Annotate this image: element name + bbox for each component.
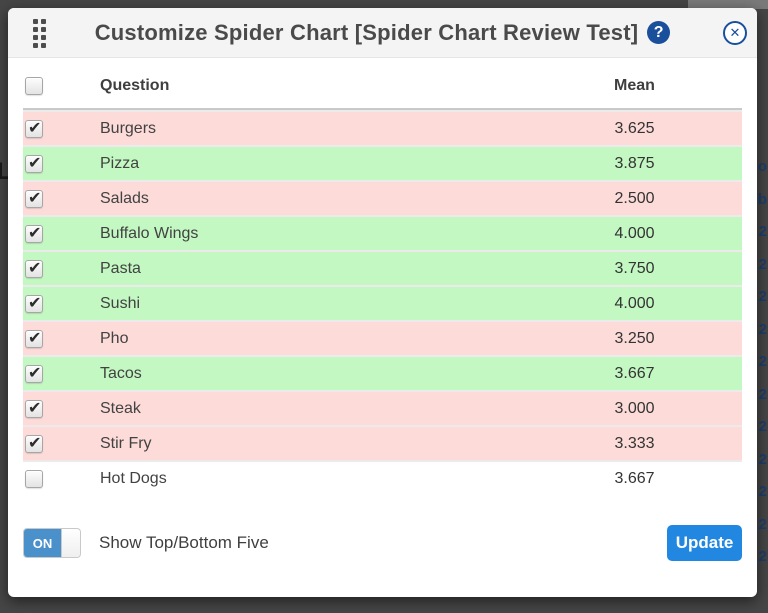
mean-value: 3.667 xyxy=(614,469,655,487)
background-page-fragment: 2 xyxy=(758,548,767,565)
mean-value: 3.875 xyxy=(614,154,655,172)
background-page-fragment: 2 xyxy=(758,353,767,370)
background-page-fragment: 2 xyxy=(758,255,767,273)
row-checkbox[interactable] xyxy=(25,398,43,418)
question-label: Tacos xyxy=(100,364,142,382)
table-header-row: Question Mean xyxy=(23,58,742,110)
question-label: Stir Fry xyxy=(100,434,152,452)
row-checkbox[interactable] xyxy=(25,469,43,488)
mean-value: 3.750 xyxy=(614,259,655,277)
background-page-fragment: 2 xyxy=(758,223,767,240)
row-checkbox[interactable] xyxy=(25,153,43,173)
table-row: Stir Fry 3.333 xyxy=(23,425,742,460)
modal-title: Customize Spider Chart [Spider Chart Rev… xyxy=(95,20,671,46)
question-label: Steak xyxy=(100,399,141,417)
row-checkbox[interactable] xyxy=(25,293,43,313)
question-table: Question Mean Burgers 3.625 Pizza 3.875 … xyxy=(8,58,757,495)
question-label: Pasta xyxy=(100,259,141,277)
background-page-fragment: 2 xyxy=(758,450,767,468)
table-row: Sushi 4.000 xyxy=(23,285,742,320)
row-checkbox[interactable] xyxy=(25,258,43,278)
background-page-fragment: 2 xyxy=(758,385,767,403)
toggle-label: Show Top/Bottom Five xyxy=(99,533,269,552)
show-top-bottom-five-toggle[interactable]: ON xyxy=(23,528,81,558)
modal-header: Customize Spider Chart [Spider Chart Rev… xyxy=(8,8,757,58)
mean-value: 4.000 xyxy=(614,224,655,242)
row-checkbox[interactable] xyxy=(25,363,43,383)
modal-title-text: Customize Spider Chart [Spider Chart Rev… xyxy=(94,19,639,45)
customize-spider-chart-modal: Customize Spider Chart [Spider Chart Rev… xyxy=(8,8,757,597)
toggle-knob xyxy=(61,529,80,557)
question-label: Buffalo Wings xyxy=(100,224,199,242)
background-page-fragment: o xyxy=(757,158,767,175)
row-checkbox[interactable] xyxy=(25,118,43,138)
update-button[interactable]: Update xyxy=(667,525,742,561)
mean-value: 2.500 xyxy=(614,189,655,207)
row-checkbox[interactable] xyxy=(25,223,43,243)
question-label: Pizza xyxy=(100,154,140,172)
table-row: Steak 3.000 xyxy=(23,390,742,425)
toggle-on-state: ON xyxy=(24,529,61,557)
column-header-mean: Mean xyxy=(614,77,655,94)
mean-value: 4.000 xyxy=(614,294,655,312)
background-page-fragment: 2 xyxy=(758,483,767,500)
mean-value: 3.000 xyxy=(614,399,655,417)
row-checkbox[interactable] xyxy=(25,433,43,453)
modal-footer: ON Show Top/Bottom Five Update xyxy=(8,495,757,597)
table-row: Pasta 3.750 xyxy=(23,250,742,285)
table-row: Salads 2.500 xyxy=(23,180,742,215)
mean-value: 3.333 xyxy=(614,434,655,452)
background-page-fragment: 2 xyxy=(758,320,767,338)
column-header-question: Question xyxy=(100,77,170,94)
select-all-checkbox[interactable] xyxy=(25,77,43,95)
help-icon[interactable]: ? xyxy=(647,21,671,44)
mean-value: 3.250 xyxy=(614,329,655,347)
mean-value: 3.667 xyxy=(614,364,655,382)
drag-handle-icon[interactable] xyxy=(33,19,46,48)
table-row: Tacos 3.667 xyxy=(23,355,742,390)
question-label: Pho xyxy=(100,329,129,347)
table-row: Pho 3.250 xyxy=(23,320,742,355)
background-page-highlight xyxy=(688,0,768,9)
background-page-fragment: 2 xyxy=(758,288,767,305)
mean-value: 3.625 xyxy=(614,119,655,137)
background-page-fragment: b xyxy=(757,190,767,208)
table-row: Pizza 3.875 xyxy=(23,145,742,180)
table-row: Burgers 3.625 xyxy=(23,110,742,145)
question-label: Sushi xyxy=(100,294,141,312)
question-label: Burgers xyxy=(100,119,157,137)
close-icon[interactable]: ✕ xyxy=(723,21,747,45)
background-page-fragment: 2 xyxy=(758,515,767,533)
row-checkbox[interactable] xyxy=(25,188,43,208)
background-page-fragment: L xyxy=(0,158,12,185)
row-checkbox[interactable] xyxy=(25,328,43,348)
question-label: Hot Dogs xyxy=(100,469,167,487)
table-row: Buffalo Wings 4.000 xyxy=(23,215,742,250)
question-label: Salads xyxy=(100,189,149,207)
table-row: Hot Dogs 3.667 xyxy=(23,460,742,495)
background-page-fragment: 2 xyxy=(758,418,767,435)
